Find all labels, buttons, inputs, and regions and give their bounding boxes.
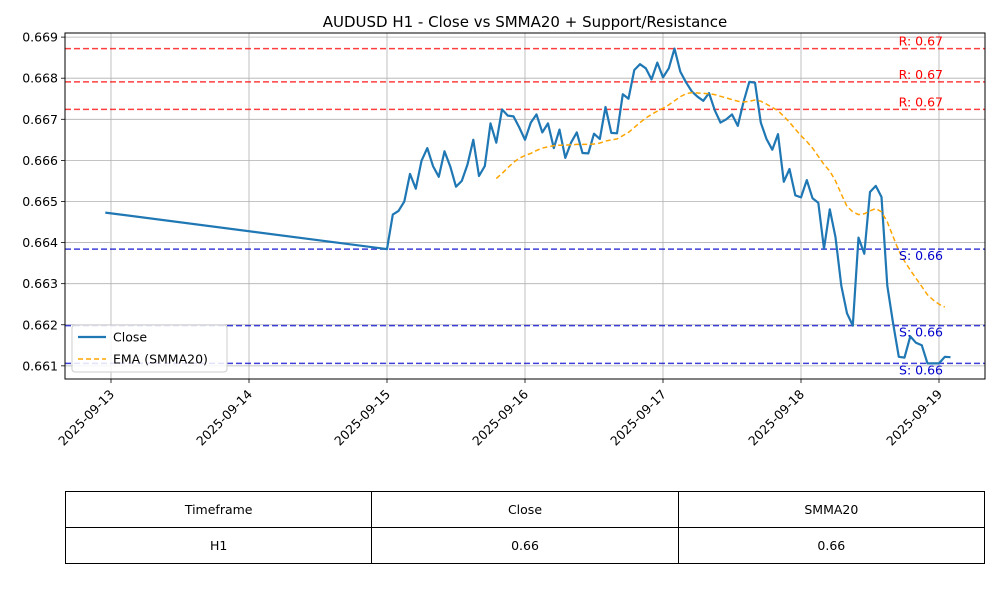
table-cell: 0.66 xyxy=(677,527,986,564)
table-header-row: Timeframe Close SMMA20 xyxy=(64,491,986,528)
summary-table: Timeframe Close SMMA20 H1 0.66 0.66 xyxy=(64,491,986,564)
chart: AUDUSD H1 - Close vs SMMA20 + Support/Re… xyxy=(22,13,986,449)
x-tick-label: 2025-09-18 xyxy=(745,386,807,448)
legend-box xyxy=(71,324,228,373)
x-tick-label: 2025-09-17 xyxy=(607,387,669,449)
series xyxy=(105,47,951,365)
resistance-label: R: 0.67 xyxy=(899,94,943,109)
y-tick-label: 0.666 xyxy=(22,153,58,168)
x-tick-label: 2025-09-16 xyxy=(469,386,531,448)
table-header-cell: Close xyxy=(371,491,679,528)
table-row: H1 0.66 0.66 xyxy=(64,527,986,564)
support-label: S: 0.66 xyxy=(899,248,943,263)
x-tick-label: 2025-09-19 xyxy=(883,386,945,448)
ema-series-line xyxy=(495,91,946,308)
support-label: S: 0.66 xyxy=(899,362,943,377)
y-tick-label: 0.665 xyxy=(22,194,58,209)
legend: Close EMA (SMMA20) xyxy=(71,324,228,373)
support-label: S: 0.66 xyxy=(899,325,943,340)
x-tick-label: 2025-09-14 xyxy=(193,386,255,448)
close-series-line xyxy=(105,47,951,365)
x-tick-label: 2025-09-13 xyxy=(55,387,117,449)
resistance-label: R: 0.67 xyxy=(899,34,943,49)
y-tick-label: 0.662 xyxy=(22,317,58,332)
support-resistance-labels: R: 0.67 R: 0.67 R: 0.67 S: 0.66 S: 0.66 S: 0.… xyxy=(899,34,943,378)
y-tick-label: 0.661 xyxy=(22,358,58,373)
y-tick-label: 0.668 xyxy=(22,71,58,86)
legend-label: EMA (SMMA20) xyxy=(113,352,208,367)
y-tick-label: 0.667 xyxy=(22,112,58,127)
legend-label: Close xyxy=(113,330,147,345)
table-header-cell: SMMA20 xyxy=(677,491,986,528)
table-header-cell: Timeframe xyxy=(64,491,373,528)
x-tick-label: 2025-09-15 xyxy=(331,387,393,449)
axes: 2025-09-13 2025-09-14 2025-09-15 2025-09-16… xyxy=(22,30,945,449)
chart-title: AUDUSD H1 - Close vs SMMA20 + Support/Re… xyxy=(323,13,728,31)
table-cell: 0.66 xyxy=(371,527,679,564)
table-cell: H1 xyxy=(64,527,373,564)
y-tick-label: 0.663 xyxy=(22,276,58,291)
grid xyxy=(65,33,985,379)
y-tick-label: 0.664 xyxy=(22,235,58,250)
y-tick-label: 0.669 xyxy=(22,30,58,45)
resistance-label: R: 0.67 xyxy=(899,67,943,82)
